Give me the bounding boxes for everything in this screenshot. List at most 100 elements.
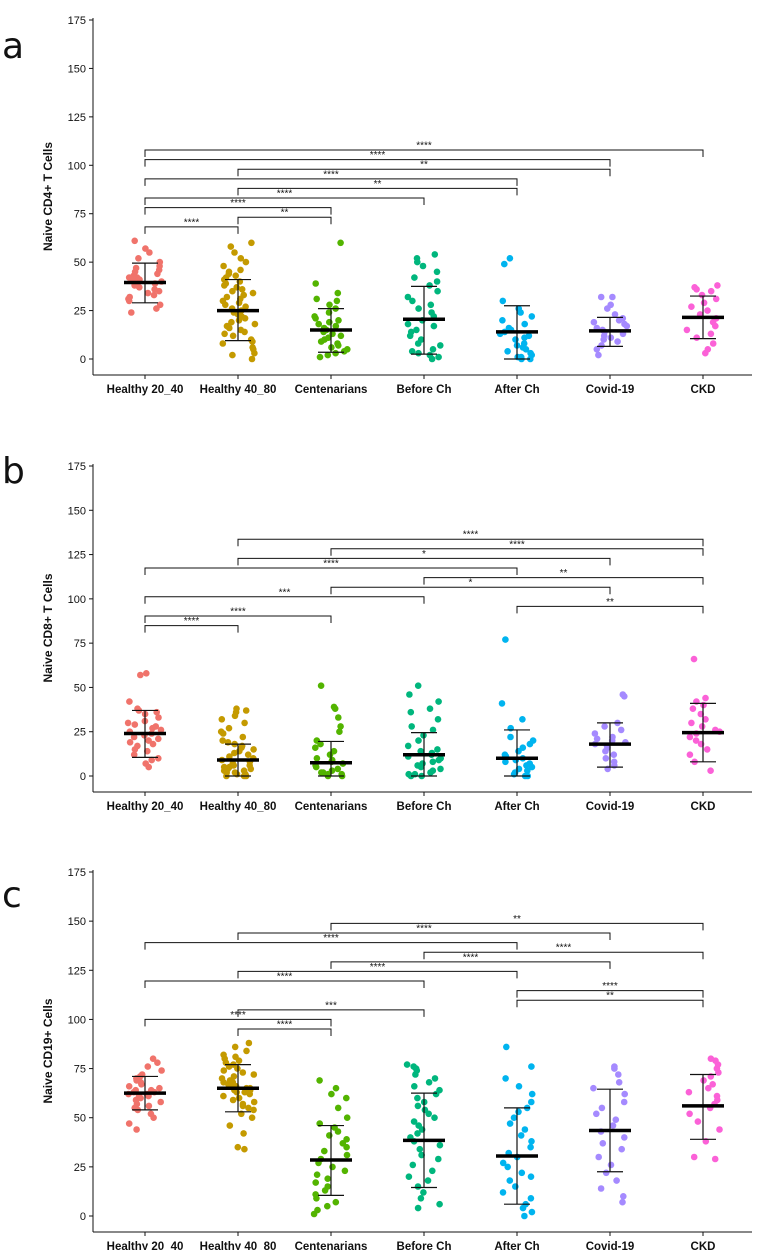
panel-b-data-point [137, 671, 144, 679]
panel-b-data-point [337, 723, 344, 730]
panel-c-data-point [613, 1177, 620, 1184]
panel-a-data-point [249, 289, 257, 297]
panel-c-data-point [713, 1092, 721, 1100]
panel-b-data-point [686, 751, 694, 758]
panel-c-data-point [618, 1145, 625, 1153]
panel-c-data-point [343, 1136, 350, 1143]
panel-c-data-point [417, 1195, 425, 1202]
panel-a-data-point [326, 318, 333, 326]
panel-b-data-point [502, 758, 509, 766]
panel-c-data-point [334, 1104, 342, 1112]
panel-a-data-point [316, 353, 324, 361]
panel-b-category-label: Covid-19 [586, 801, 635, 813]
panel-a-data-point [435, 353, 442, 361]
panel-a-data-point [427, 301, 435, 309]
panel-c-significance-label: **** [277, 1020, 293, 1031]
panel-a-data-point [415, 349, 422, 357]
panel-b-data-point [126, 698, 133, 705]
panel-b-data-point [435, 698, 442, 705]
panel-c-data-point [313, 1171, 321, 1178]
panel-c-data-point [312, 1179, 320, 1186]
panel-a-data-point [528, 313, 536, 320]
panel-c-data-point [231, 1043, 239, 1051]
panel-b-significance-label: * [469, 578, 473, 589]
panel-b-data-point [229, 760, 237, 767]
panel-letter-c: c [2, 875, 22, 916]
panel-c-data-point [403, 1061, 411, 1068]
panel-c-data-point [147, 1110, 155, 1118]
panel-c-data-point [245, 1104, 252, 1112]
panel-a-significance-bracket [144, 197, 425, 206]
panel-c-data-point [421, 1106, 429, 1114]
panel-c-data-point [515, 1083, 523, 1090]
panel-c-data-point [314, 1206, 321, 1214]
panel-b-category-label: Healthy 20_40 [107, 801, 184, 813]
panel-b-data-point [152, 723, 160, 730]
panel-b-significance-label: **** [509, 539, 525, 550]
panel-a-data-point [142, 245, 149, 252]
panel-a-data-point [437, 342, 444, 349]
panel-c-data-point [602, 1169, 610, 1177]
panel-b-data-point [330, 703, 338, 711]
panel-c-data-point [593, 1110, 600, 1118]
panel-c-data-point [527, 1195, 535, 1202]
panel-c-data-point [515, 1108, 522, 1116]
panel-c-data-point [226, 1122, 234, 1129]
panel-a-data-point [704, 307, 711, 314]
panel-b-data-point [507, 733, 514, 741]
panel-b-data-point [609, 733, 616, 741]
panel-c-data-point [328, 1090, 335, 1098]
panel-c-data-point [343, 1094, 350, 1102]
panel-b-data-point [519, 716, 526, 723]
panel-b-significance-bracket [144, 596, 425, 604]
panel-c-data-point [517, 1132, 525, 1139]
panel-c-data-point [590, 1084, 597, 1092]
panel-c-data-point [321, 1147, 328, 1155]
panel-a-data-point [128, 309, 135, 316]
panel-c-data-point [435, 1155, 442, 1163]
panel-c-data-point [499, 1189, 507, 1196]
panel-c-data-point [232, 1053, 239, 1061]
panel-c-data-point [521, 1212, 528, 1220]
panel-c-significance-label: ** [606, 991, 614, 1002]
panel-a-data-point [229, 287, 236, 295]
panel-b-ytick-label: 50 [74, 682, 86, 694]
panel-b-significance-bracket [516, 605, 704, 614]
panel-b-data-point [698, 723, 706, 730]
panel-c-significance-bracket [330, 961, 611, 969]
panel-a-data-point [344, 346, 351, 353]
panel-c-data-point [415, 1122, 423, 1129]
panel-b-data-point [155, 735, 162, 743]
panel-a-data-point [225, 268, 233, 276]
panel-b-data-point [524, 767, 531, 774]
panel-b-data-point [244, 751, 252, 758]
panel-b-data-point [526, 760, 533, 767]
panel-letter-a: a [2, 26, 24, 67]
panel-a-data-point [144, 289, 152, 297]
panel-c-data-point [528, 1090, 536, 1098]
panel-a-data-point [135, 254, 142, 262]
panel-a-data-point [707, 330, 715, 338]
panel-c-significance-bracket [144, 1018, 332, 1027]
panel-a-data-point [709, 340, 717, 347]
panel-b-data-point [502, 636, 509, 643]
panel-c-data-point [527, 1173, 535, 1180]
panel-c-data-point [615, 1071, 622, 1078]
panel-c-data-point [502, 1075, 509, 1082]
panel-c-data-point [220, 1067, 228, 1074]
panel-c-data-point [716, 1126, 723, 1133]
panel-c-data-point [240, 1130, 247, 1137]
panel-c-data-point [709, 1081, 716, 1088]
panel-b-significance-bracket [330, 548, 704, 556]
panel-b-data-point [688, 719, 695, 727]
panel-c-data-point [405, 1173, 413, 1180]
panel-a-significance-label: **** [370, 150, 386, 161]
panel-c-data-point [414, 1204, 422, 1212]
panel-a-data-point [229, 351, 236, 359]
panel-a-ytick-label: 100 [68, 160, 86, 172]
panel-a-significance-label: ** [420, 160, 428, 171]
panel-b-data-point [313, 755, 321, 762]
panel-c-data-point [154, 1059, 161, 1066]
panel-a-category-label: CKD [691, 384, 716, 396]
panel-a-data-point [607, 334, 615, 342]
